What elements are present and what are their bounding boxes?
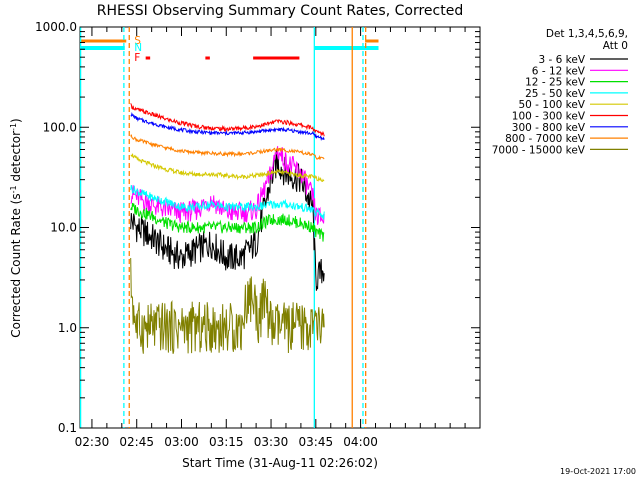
- x-tick-label: 04:00: [343, 435, 378, 449]
- series-line: [130, 103, 325, 137]
- chart-title: RHESSI Observing Summary Count Rates, Co…: [97, 3, 463, 19]
- legend-entry-label: 12 - 25 keV: [525, 77, 586, 89]
- footer-date: 19-Oct-2021 17:00: [560, 467, 636, 476]
- x-axis: 02:30 02:45 03:00 03:15 03:30 03:45 04:00: [75, 27, 466, 449]
- flag-layer: SNF: [80, 35, 379, 64]
- series-line: [130, 153, 325, 182]
- series-layer: [130, 103, 325, 354]
- flag-label-S: S: [134, 35, 141, 47]
- x-tick-label: 03:00: [164, 435, 199, 449]
- flag-label-F: F: [134, 52, 140, 64]
- series-line: [130, 257, 325, 354]
- x-tick-label: 03:15: [209, 435, 244, 449]
- y-axis-label-end: ): [9, 118, 23, 123]
- y-axis: 0.1 1.0 10.0 100.0 1000.0: [35, 20, 480, 435]
- series-line: [130, 149, 325, 291]
- legend-entry-label: 7000 - 15000 keV: [492, 144, 586, 156]
- x-axis-label: Start Time (31-Aug-11 02:26:02): [182, 456, 378, 470]
- y-tick-label: 100.0: [43, 120, 77, 134]
- plot-frame: [79, 26, 481, 429]
- series-line: [130, 134, 325, 160]
- x-tick-label: 03:45: [299, 435, 334, 449]
- series-line: [130, 202, 325, 242]
- legend-header-line-2: Att 0: [603, 40, 628, 52]
- x-tick-label: 02:30: [75, 435, 110, 449]
- legend-entry-label: 6 - 12 keV: [532, 65, 586, 77]
- flag-label-N: N: [134, 42, 142, 54]
- legend-entry-label: 50 - 100 keV: [518, 99, 585, 111]
- legend-entry-label: 300 - 800 keV: [512, 122, 586, 134]
- y-axis-label-sup2: -1: [9, 123, 18, 131]
- legend-entry-label: 3 - 6 keV: [538, 54, 585, 66]
- legend-entry-label: 25 - 50 keV: [525, 88, 586, 100]
- series-line: [130, 184, 325, 220]
- y-axis-label-mid: detector: [9, 131, 23, 186]
- y-tick-label: 0.1: [58, 421, 77, 435]
- series-line: [130, 146, 325, 225]
- y-tick-label: 1.0: [58, 321, 77, 335]
- y-axis-label-main: Corrected Count Rate (s: [9, 193, 23, 337]
- x-tick-label: 03:30: [254, 435, 289, 449]
- x-tick-label: 02:45: [119, 435, 154, 449]
- y-tick-label: 1000.0: [35, 20, 77, 34]
- y-tick-label: 10.0: [50, 221, 77, 235]
- legend-header-line-1: Det 1,3,4,5,6,9,: [546, 28, 628, 40]
- y-axis-label: Corrected Count Rate (s-1 detector-1): [9, 118, 23, 337]
- series-line: [130, 111, 325, 142]
- y-axis-label-sup1: -1: [9, 185, 18, 193]
- legend-entry-label: 100 - 300 keV: [512, 111, 586, 123]
- legend-entry-label: 800 - 7000 keV: [505, 133, 586, 145]
